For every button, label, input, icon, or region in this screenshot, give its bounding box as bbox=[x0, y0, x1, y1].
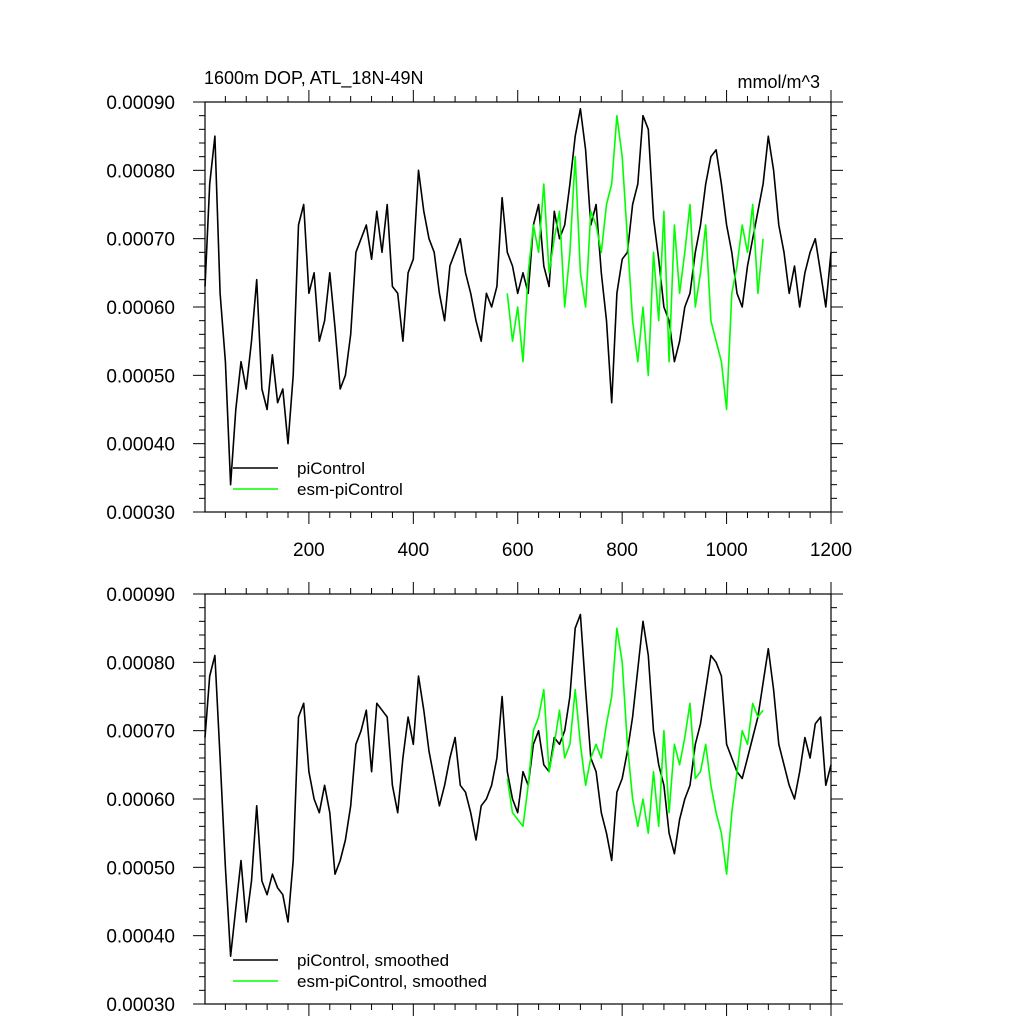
tick-labels: 0.00030 0.00040 0.00050 0.00060 0.00070 0.000… bbox=[106, 585, 175, 1016]
x-tick-label: 1200 bbox=[810, 540, 852, 561]
bottom-panel: 0.00030 0.00040 0.00050 0.00060 0.00070 0.000… bbox=[106, 582, 843, 1016]
legend-label: piControl, smoothed bbox=[297, 951, 449, 970]
x-tick-label: 400 bbox=[397, 540, 429, 561]
plot-frame bbox=[204, 101, 832, 513]
y-tick-label: 0.00080 bbox=[106, 161, 175, 182]
units-label: mmol/m^3 bbox=[738, 72, 820, 92]
y-tick-label: 0.00050 bbox=[106, 366, 175, 387]
top-panel: 1600m DOP, ATL_18N-49N mmol/m^3 0.000300… bbox=[106, 68, 852, 561]
y-tick-label: 0.00090 bbox=[106, 585, 175, 606]
panel-title: 1600m DOP, ATL_18N-49N bbox=[204, 68, 423, 89]
y-tick-label: 0.00060 bbox=[106, 298, 175, 319]
legend: piControl esm-piControl bbox=[233, 459, 403, 499]
series-group bbox=[204, 613, 832, 958]
x-tick-label: 1000 bbox=[705, 540, 747, 561]
legend-label: esm-piControl bbox=[297, 480, 403, 499]
series-line bbox=[506, 114, 764, 411]
y-tick-label: 0.00040 bbox=[106, 435, 175, 456]
y-tick-label: 0.00030 bbox=[106, 995, 175, 1016]
series-line bbox=[204, 108, 832, 486]
legend-label: esm-piControl, smoothed bbox=[297, 972, 487, 991]
y-tick-label: 0.00050 bbox=[106, 858, 175, 879]
plot-frame bbox=[204, 593, 832, 1005]
y-tick-label: 0.00080 bbox=[106, 653, 175, 674]
y-tick-label: 0.00060 bbox=[106, 790, 175, 811]
y-tick-label: 0.00070 bbox=[106, 722, 175, 743]
y-tick-label: 0.00040 bbox=[106, 927, 175, 948]
x-tick-label: 600 bbox=[502, 540, 534, 561]
x-tick-label: 800 bbox=[606, 540, 638, 561]
y-tick-label: 0.00070 bbox=[106, 230, 175, 251]
y-tick-label: 0.00030 bbox=[106, 503, 175, 524]
axis-ticks bbox=[193, 90, 843, 524]
tick-labels: 0.00030 0.00040 0.00050 0.00060 0.00070 0.000… bbox=[106, 93, 852, 561]
series-line bbox=[506, 627, 764, 876]
y-tick-label: 0.00090 bbox=[106, 93, 175, 114]
x-tick-label: 200 bbox=[293, 540, 325, 561]
series-line bbox=[204, 613, 832, 958]
series-group bbox=[204, 108, 832, 486]
axis-ticks bbox=[193, 582, 843, 1016]
legend: piControl, smoothed esm-piControl, smooth… bbox=[233, 951, 487, 991]
legend-label: piControl bbox=[297, 459, 365, 478]
